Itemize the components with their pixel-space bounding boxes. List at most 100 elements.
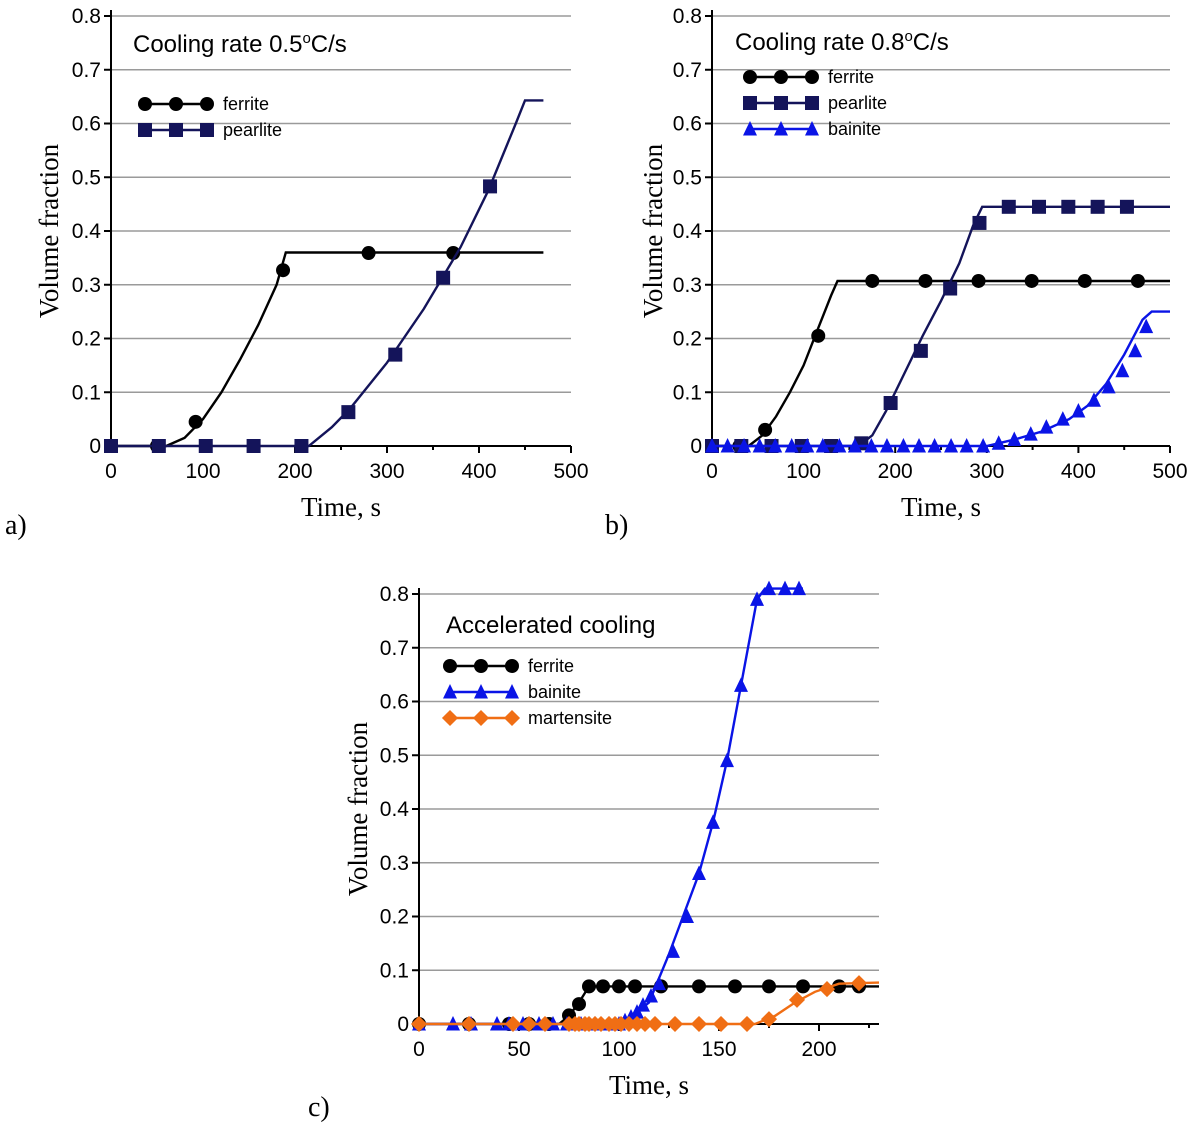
x-tick-label: 50 [507,1038,530,1061]
chart-panel-3: 0 0.1 0.2 0.3 0.4 0.5 0.6 0.7 0.8 0 50 100 150 200 Tim… [308,580,880,1123]
x-axis-title: Time, s [301,492,381,522]
series-line-ferrite [712,279,1170,448]
data-point-ferrite [446,246,461,261]
data-point-martensite [410,1015,428,1033]
legend-label-bainite: bainite [528,682,581,702]
series-line-bainite [419,587,803,1026]
y-tick-label: 0.7 [72,59,101,82]
legend-marker-bainite [505,683,519,699]
data-point-bainite [1139,318,1154,334]
data-point-bainite [959,437,974,453]
legend-marker-ferrite [474,659,488,673]
data-point-pearlite [436,270,451,285]
data-point-bainite [720,437,735,453]
data-point-ferrite [572,997,586,1012]
y-tick-label: 0.4 [72,220,102,243]
y-tick-label: 0.3 [380,852,409,875]
data-point-pearlite [483,179,498,194]
chart-annotation: Accelerated cooling [446,612,655,639]
data-point-ferrite [628,979,642,994]
data-point-bainite [1071,403,1086,418]
data-point-bainite [976,437,991,453]
data-point-bainite [879,437,894,453]
x-tick-label: 0 [105,460,117,483]
panel-label: b) [605,510,628,541]
legend-marker-ferrite [743,70,757,84]
data-point-bainite [800,437,815,453]
data-point-ferrite [796,979,810,994]
legend-label-bainite: bainite [828,119,881,139]
data-point-pearlite [388,347,403,362]
y-tick-label: 0.7 [380,637,409,660]
data-point-martensite [636,1015,654,1033]
data-point-ferrite [918,273,933,288]
legend-marker-bainite [443,683,457,699]
data-point-ferrite [1130,273,1145,288]
data-point-martensite [850,975,868,992]
legend-marker-ferrite [443,659,457,673]
series-pearlite [705,199,1170,453]
data-point-martensite [738,1015,756,1033]
data-point-martensite [536,1015,554,1033]
data-point-martensite [818,981,836,998]
data-point-bainite [927,437,942,453]
data-point-martensite [690,1015,708,1033]
data-point-ferrite [758,422,773,437]
panel-label: a) [5,510,27,541]
data-point-bainite [1128,342,1143,358]
data-point-martensite [760,1011,778,1028]
x-axis-title: Time, s [609,1070,689,1100]
legend-marker-martensite [503,709,521,727]
data-point-ferrite [762,979,776,994]
data-point-bainite [792,580,806,596]
y-tick-label: 0 [690,435,702,458]
x-tick-label: 200 [878,460,913,483]
data-point-pearlite [1090,199,1105,214]
legend-marker-pearlite [774,96,788,110]
data-point-ferrite [1024,273,1039,288]
legend-marker-martensite [441,709,459,727]
data-point-ferrite [1077,273,1092,288]
y-tick-label: 0.4 [380,798,410,821]
legend-marker-ferrite [505,659,519,673]
legend-marker-pearlite [169,123,183,137]
x-tick-label: 200 [801,1038,836,1061]
data-point-ferrite [596,979,610,994]
series-line-pearlite [111,99,544,448]
data-point-bainite [752,437,767,453]
x-tick-label: 300 [369,460,404,483]
legend: ferrite bainite martensite [441,656,612,728]
legend-label-martensite: martensite [528,708,612,728]
legend-marker-pearlite [138,123,152,137]
data-point-pearlite [294,439,309,453]
legend-marker-pearlite [200,123,214,137]
x-tick-label: 0 [413,1038,425,1061]
data-point-ferrite [811,328,826,343]
legend-marker-bainite [774,120,788,136]
data-point-pearlite [972,215,987,230]
x-tick-label: 0 [706,460,718,483]
data-point-bainite [832,437,847,453]
legend: ferrite pearlite bainite [743,67,887,139]
legend-marker-martensite [472,709,490,727]
legend-marker-bainite [474,683,488,699]
annotation-superscript: o [302,30,310,47]
y-axis-title: Volume fraction [638,143,668,318]
y-tick-label: 0.6 [72,113,101,136]
data-point-bainite [644,988,658,1003]
series-line-bainite [712,310,1170,448]
data-point-bainite [864,437,879,453]
x-tick-label: 400 [1061,460,1096,483]
data-point-ferrite [188,414,203,429]
legend-marker-pearlite [805,96,819,110]
data-point-pearlite [943,281,958,296]
legend-marker-bainite [743,120,757,136]
data-point-bainite [1115,362,1130,378]
data-point-bainite [666,943,680,958]
data-point-bainite [784,437,799,453]
data-point-bainite [991,435,1006,450]
data-point-bainite [705,437,719,453]
legend-marker-ferrite [138,97,152,111]
y-tick-label: 0 [397,1013,409,1036]
legend-marker-ferrite [200,97,214,111]
